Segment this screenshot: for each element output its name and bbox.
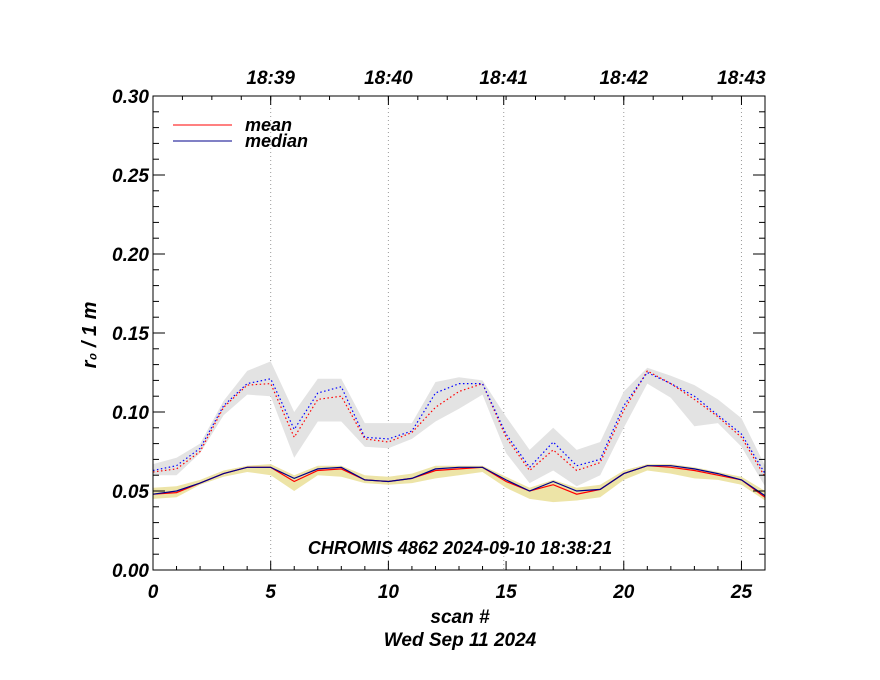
y-tick-label: 0.30 (112, 87, 149, 108)
range-band (153, 361, 765, 487)
y-axis-label: r₀ / 1 m (79, 302, 101, 369)
plot-frame (152, 95, 766, 571)
x-tick-label: 20 (612, 582, 635, 603)
y-tick-label: 0.10 (112, 403, 149, 424)
x-tick-label: 25 (730, 582, 753, 603)
x-tick-label: 15 (496, 582, 518, 603)
top-tick-label: 18:43 (717, 68, 766, 89)
y-tick-label: 0.20 (112, 245, 149, 266)
series-line (152, 465, 766, 497)
legend-median-label: median (245, 131, 308, 151)
top-tick-label: 18:41 (479, 68, 528, 89)
x-tick-label: 0 (148, 582, 159, 603)
x-tick-label: 5 (265, 582, 276, 603)
x-axis-label: scan # (430, 607, 490, 628)
top-tick-label: 18:42 (599, 68, 648, 89)
chart-title: CHROMIS 4862 2024-09-10 18:38:21 (308, 538, 612, 558)
y-tick-label: 0.05 (112, 482, 149, 503)
series-line (152, 371, 766, 474)
x-tick-label: 10 (378, 582, 400, 603)
x-axis-date-label: Wed Sep 11 2024 (384, 630, 537, 651)
y-tick-label: 0.00 (112, 561, 149, 582)
y-tick-label: 0.25 (112, 166, 149, 187)
top-tick-label: 18:40 (364, 68, 413, 89)
legend: mean median (173, 115, 308, 151)
legend-mean-label: mean (245, 115, 292, 135)
y-tick-label: 0.15 (112, 324, 149, 345)
range-band (153, 464, 765, 503)
top-tick-label: 18:39 (246, 68, 295, 89)
